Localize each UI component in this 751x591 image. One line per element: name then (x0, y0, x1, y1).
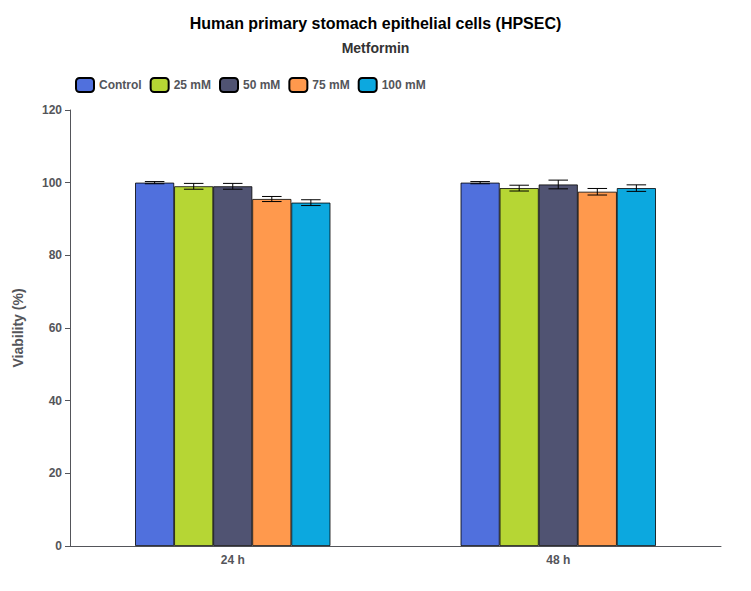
svg-text:80: 80 (49, 248, 63, 262)
svg-text:75 mM: 75 mM (312, 78, 349, 92)
svg-text:20: 20 (49, 466, 63, 480)
svg-text:50 mM: 50 mM (243, 78, 280, 92)
svg-text:Control: Control (99, 78, 142, 92)
svg-text:0: 0 (55, 539, 62, 553)
svg-text:Viability (%): Viability (%) (10, 288, 26, 367)
svg-text:60: 60 (49, 321, 63, 335)
svg-text:120: 120 (42, 103, 62, 117)
svg-text:100: 100 (42, 176, 62, 190)
svg-text:25 mM: 25 mM (174, 78, 211, 92)
svg-text:Metformin: Metformin (342, 40, 410, 56)
svg-text:100 mM: 100 mM (382, 78, 426, 92)
svg-text:48 h: 48 h (546, 553, 570, 567)
svg-text:40: 40 (49, 394, 63, 408)
svg-text:Human primary stomach epitheli: Human primary stomach epithelial cells (… (190, 15, 562, 32)
svg-text:24 h: 24 h (221, 553, 245, 567)
